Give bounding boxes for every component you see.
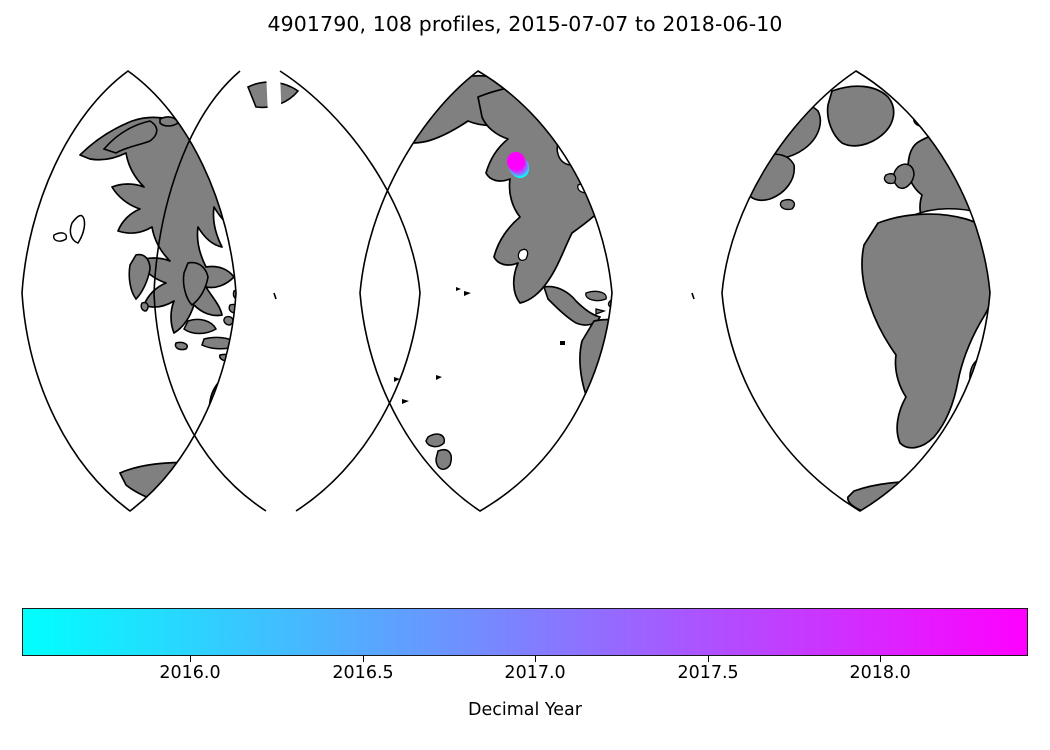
- island-newfoundland: [779, 199, 796, 211]
- landmass-antarctica-lobe3: [486, 489, 612, 511]
- landmass-eurasia-east-sliver: [246, 81, 300, 109]
- colorbar-tick: [880, 656, 882, 662]
- projection-boundary: [21, 70, 991, 512]
- landmass-new-guinea: [278, 346, 318, 362]
- colorbar-tick-label: 2018.0: [849, 663, 911, 683]
- lobe-outline-1: [21, 70, 237, 512]
- islands-aleutian: [298, 181, 322, 194]
- interruption-seam-pacific: [273, 292, 277, 300]
- landmass-central-america: [542, 285, 602, 326]
- lobe-outline-2-right: [279, 70, 421, 512]
- colorbar-tick-label: 2016.0: [159, 663, 221, 683]
- islands-galapagos: [560, 341, 565, 345]
- landmass-south-america: [579, 318, 612, 488]
- landmass-antarctica-lobe4: [847, 480, 976, 511]
- island-tasmania: [294, 457, 307, 466]
- water-gulf-of-california: [517, 248, 529, 261]
- colorbar-tick: [190, 656, 191, 662]
- landmass-alaska-peninsula: [320, 151, 357, 182]
- water-caspian-sea: [69, 214, 86, 244]
- colorbar-gradient: [22, 608, 1028, 656]
- colorbar-tick-container: 2016.0 2016.5 2017.0 2017.5 2018.0: [22, 656, 1028, 700]
- colorbar-tick-label: 2017.0: [504, 663, 566, 683]
- profile-marker: [507, 152, 525, 170]
- landmass-canadian-arctic: [759, 102, 822, 160]
- colorbar-label: Decimal Year: [468, 700, 582, 720]
- water-black-sea: [53, 232, 68, 242]
- colorbar[interactable]: [22, 608, 1028, 656]
- landmass-new-zealand: [425, 433, 452, 470]
- colorbar-tick: [363, 656, 365, 662]
- island-madagascar: [969, 357, 990, 393]
- lobe-europe-africa: [743, 85, 990, 511]
- coastline-arctic-eurasia: [102, 120, 158, 154]
- landmass-africa: [861, 213, 990, 449]
- islands-hawaii: [456, 287, 471, 296]
- lobe-outline-3: [359, 70, 613, 512]
- landmass-north-america: [477, 83, 612, 304]
- lobe-pacific-sliver: [246, 81, 300, 109]
- map-axes: [8, 55, 1042, 530]
- world-map: [21, 70, 991, 512]
- lobe-outline-4: [721, 70, 991, 512]
- water-hudson-bay: [556, 129, 593, 166]
- map-land-layer: [21, 70, 991, 512]
- page-title: 4901790, 108 profiles, 2015-07-07 to 201…: [267, 12, 783, 36]
- colorbar-tick: [708, 656, 710, 662]
- profile-markers: [507, 152, 529, 178]
- lobe-outline-2-left: [153, 70, 267, 512]
- landmass-greenland: [826, 85, 895, 147]
- island-great-britain: [892, 163, 915, 189]
- landmass-indochina: [182, 261, 209, 307]
- islands-caribbean: [585, 290, 612, 315]
- lobe-americas-pacific: [298, 74, 654, 511]
- landmass-india: [128, 253, 151, 301]
- island-south-georgia: [418, 489, 431, 499]
- interruption-seam-atlantic: [691, 292, 695, 300]
- colorbar-tick: [535, 656, 537, 662]
- landmass-australia: [208, 369, 236, 457]
- colorbar-tick-label: 2017.5: [677, 663, 739, 683]
- peninsula-antarctic: [634, 482, 654, 496]
- island-ireland: [883, 173, 897, 185]
- island-sri-lanka: [140, 301, 149, 312]
- colorbar-tick-label: 2016.5: [332, 663, 394, 683]
